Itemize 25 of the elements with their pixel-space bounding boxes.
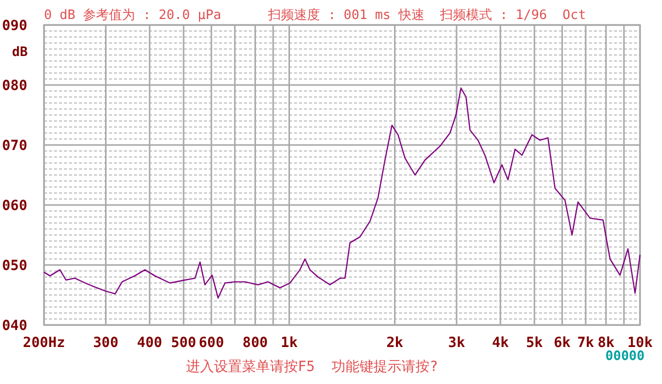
- x-tick-label: 6k: [554, 335, 572, 351]
- x-tick-label: 1k: [280, 335, 298, 351]
- x-tick-label: 800: [242, 335, 268, 351]
- x-tick-label: 600: [198, 335, 224, 351]
- y-tick-label: 070: [2, 138, 28, 154]
- x-tick-label: 4k: [492, 335, 510, 351]
- x-tick-label: 8k: [598, 335, 616, 351]
- x-tick-label: 500: [170, 335, 196, 351]
- x-tick-label: 3k: [448, 335, 466, 351]
- x-tick-label: 7k: [577, 335, 595, 351]
- y-tick-label: 060: [2, 198, 28, 214]
- text: 进入设置菜单请按F5 功能键提示请按?: [186, 359, 438, 375]
- x-tick-label: 2k: [386, 335, 404, 351]
- y-tick-label: 040: [2, 318, 28, 334]
- y-tick-label: 050: [2, 258, 28, 274]
- x-tick-label: 5k: [526, 335, 544, 351]
- text: 00000: [605, 349, 645, 364]
- y-tick-label: 090: [2, 18, 28, 34]
- x-tick-label: 200Hz: [22, 335, 66, 351]
- chart-title: 0 dB 参考值为 : 20.0 μPa 扫频速度 : 001 ms 快速 扫频模式 : 1/96 Oct: [44, 7, 586, 23]
- x-tick-label: 400: [136, 335, 162, 351]
- x-tick-label: 10k: [627, 335, 654, 351]
- y-tick-label: 080: [2, 78, 28, 94]
- y-axis-title: dB: [12, 45, 28, 60]
- x-tick-label: 300: [93, 335, 118, 351]
